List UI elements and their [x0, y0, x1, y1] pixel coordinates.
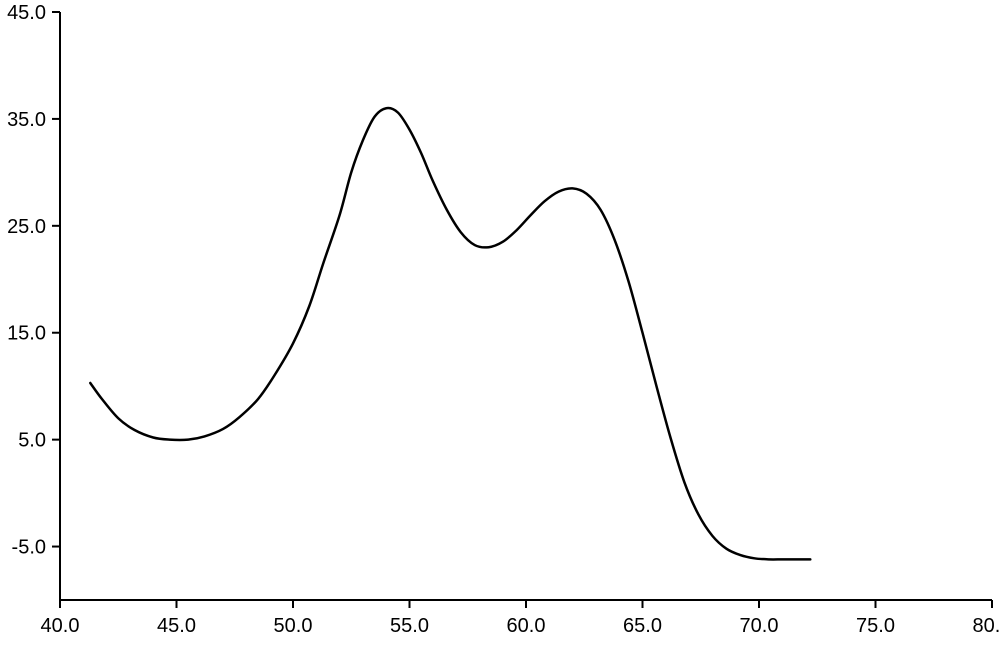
y-tick-label: 45.0 — [7, 2, 46, 24]
y-tick-label: -5.0 — [12, 537, 46, 559]
x-tick-label: 40.0 — [41, 615, 80, 637]
x-tick-label: 65.0 — [623, 615, 662, 637]
y-tick-label: 15.0 — [7, 323, 46, 345]
y-tick-label: 5.0 — [18, 430, 46, 452]
y-tick-label: 35.0 — [7, 109, 46, 131]
y-tick-label: 25.0 — [7, 216, 46, 238]
x-tick-label: 70.0 — [740, 615, 779, 637]
x-tick-label: 80.0 — [973, 615, 1000, 637]
x-tick-label: 45.0 — [157, 615, 196, 637]
x-tick-label: 50.0 — [274, 615, 313, 637]
line-chart: 40.0 45.0 50.0 55.0 60.0 65.0 70.0 75.0 80.0 -5.0… — [0, 0, 1000, 654]
x-tick-label: 75.0 — [856, 615, 895, 637]
x-tick-label: 60.0 — [507, 615, 546, 637]
x-tick-label: 55.0 — [390, 615, 429, 637]
